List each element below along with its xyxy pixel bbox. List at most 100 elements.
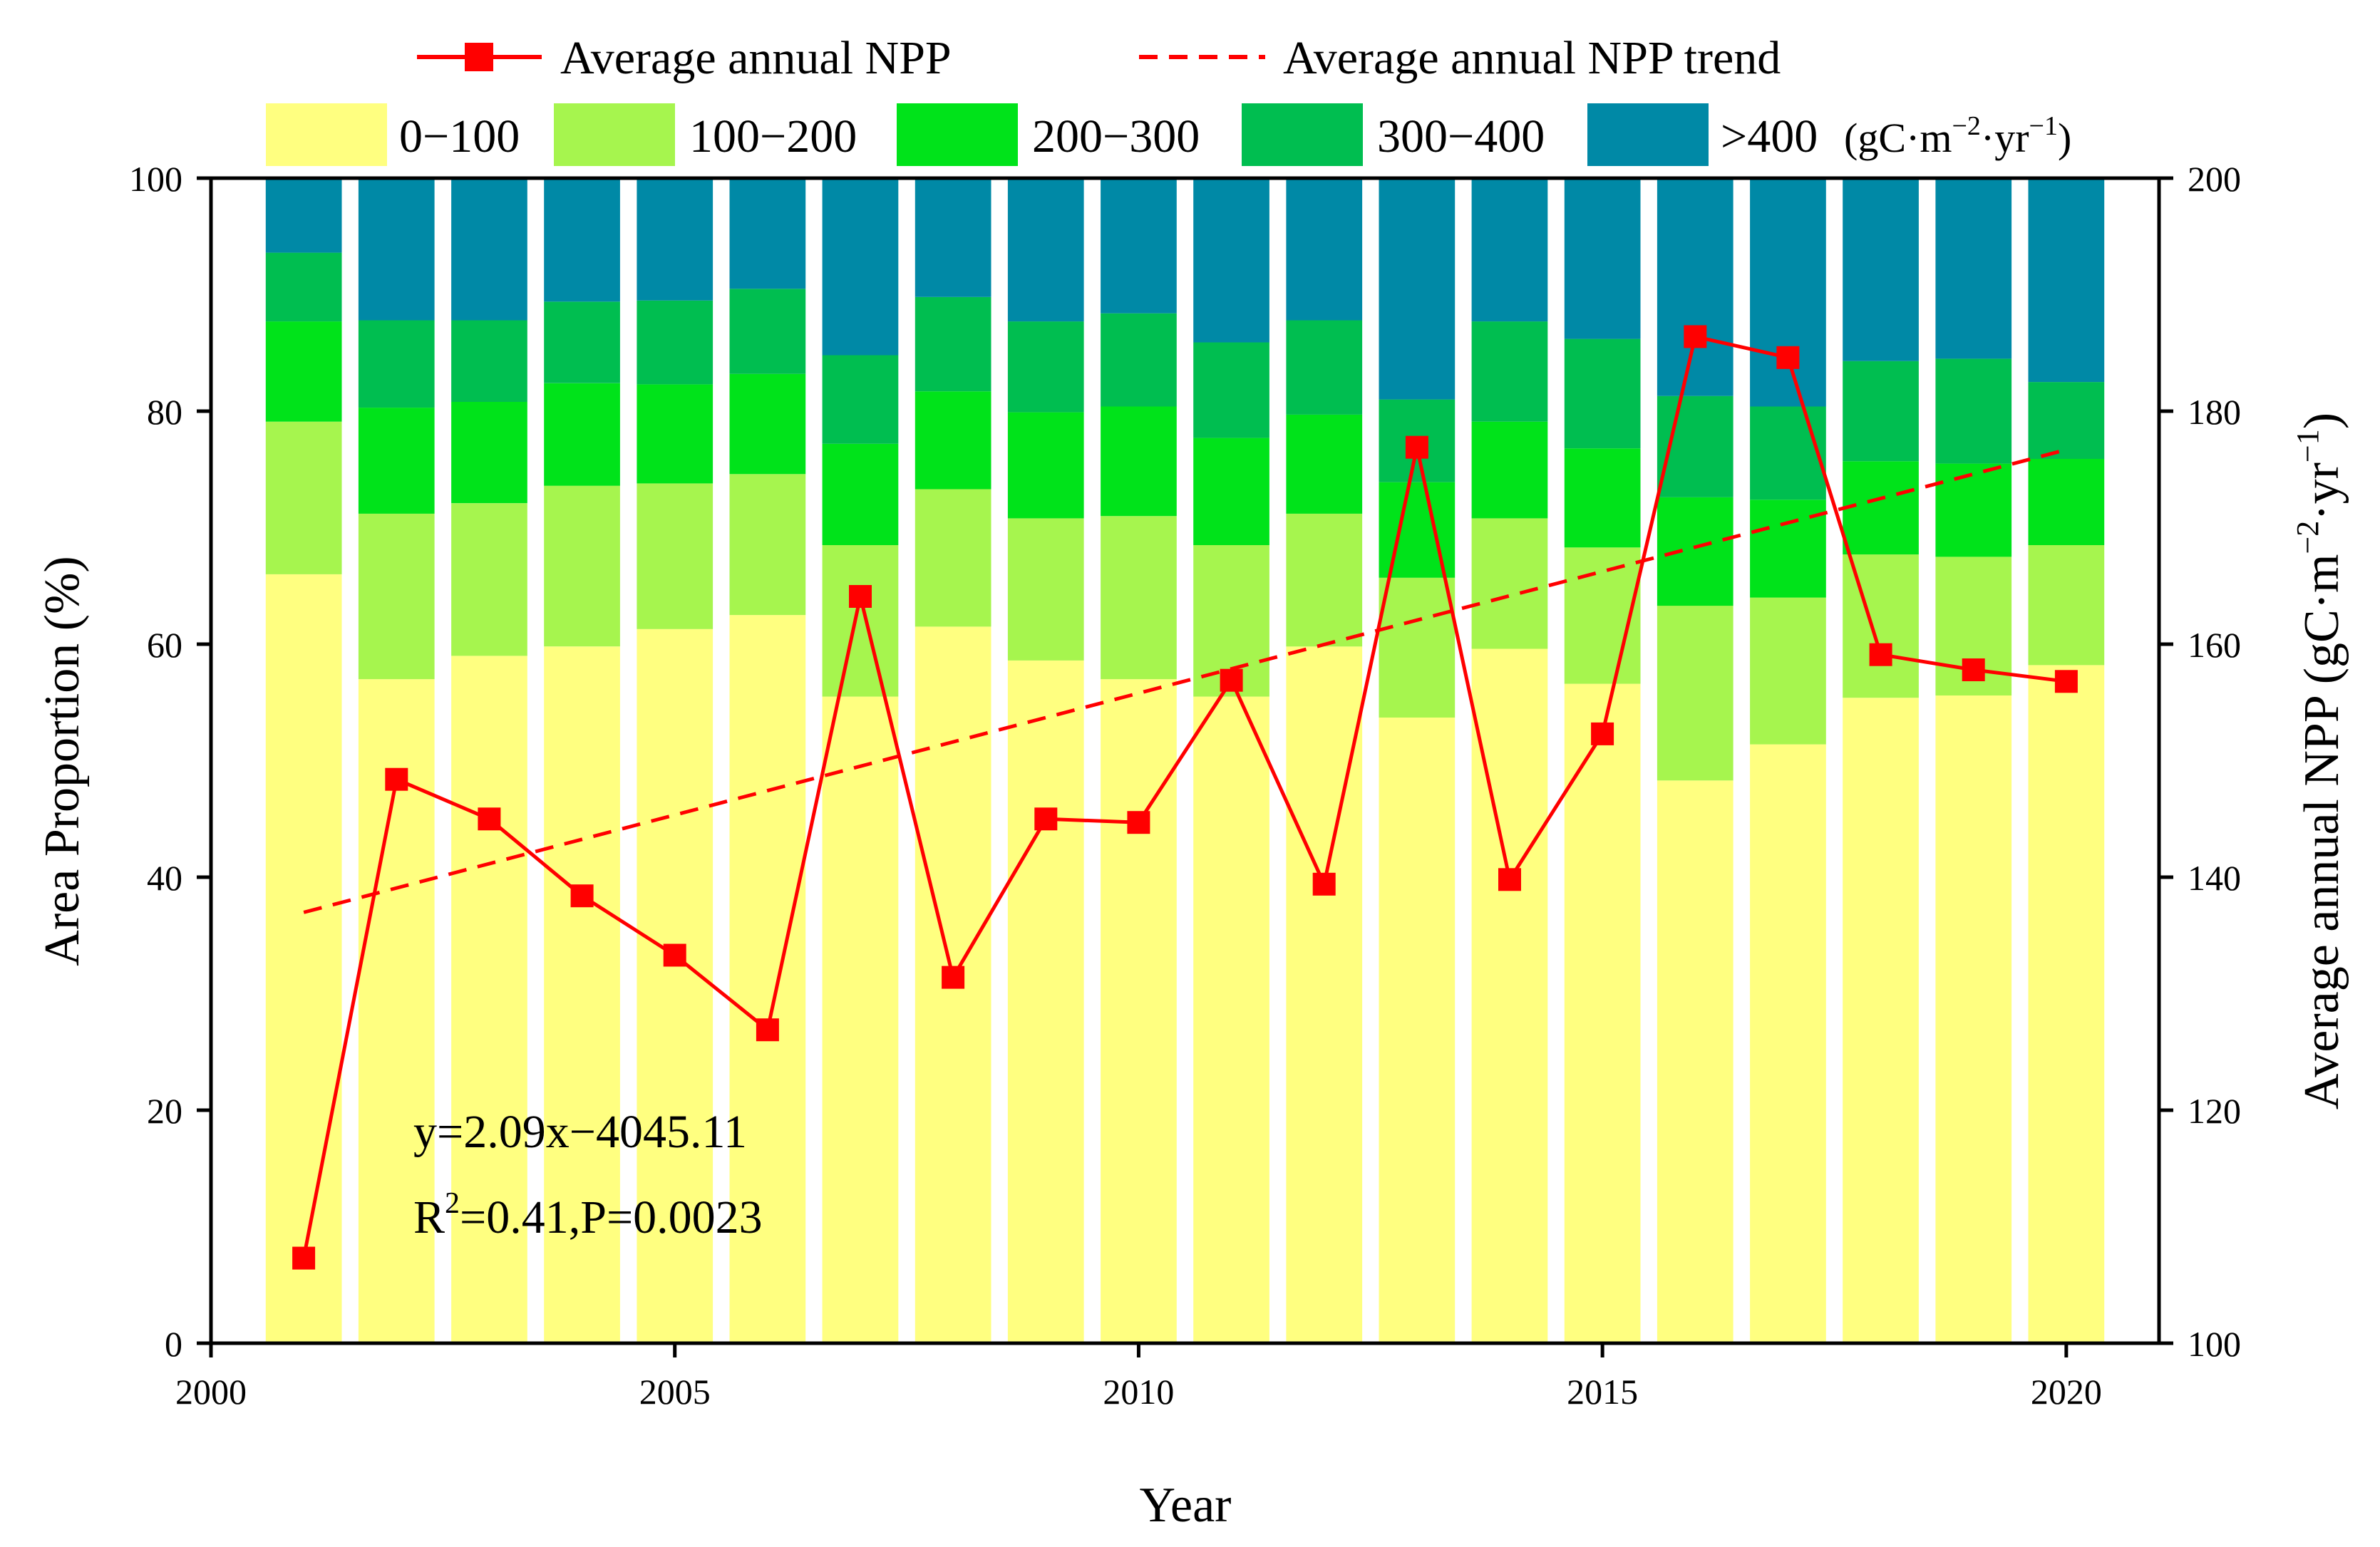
bar-2006-seg-4 (729, 178, 806, 289)
legend-bar-label-1: 100−200 (689, 110, 857, 162)
bar-2003-seg-1 (451, 503, 527, 656)
x-tick-label-2010: 2010 (1103, 1372, 1174, 1412)
npp-point-2018 (1869, 643, 1892, 666)
legend-unit-label: (gC·m−2·yr−1) (1844, 111, 2071, 161)
bar-2010-seg-3 (1101, 313, 1177, 407)
bar-2006-seg-0 (729, 615, 806, 1343)
trend-r2-rest: =0.41,P=0.0023 (460, 1191, 763, 1243)
bar-2004-seg-1 (544, 485, 620, 647)
bar-2019-seg-0 (1935, 695, 2012, 1343)
x-tick-label-2020: 2020 (2031, 1372, 2102, 1412)
bar-2005-seg-2 (637, 384, 714, 484)
npp-point-2019 (1962, 658, 1985, 681)
npp-point-2016 (1684, 325, 1707, 348)
legend-bar-label-0: 0−100 (399, 110, 520, 162)
npp-point-2009 (1034, 807, 1058, 831)
npp-point-2013 (1405, 435, 1428, 459)
legend-bar-label-4: >400 (1721, 110, 1818, 162)
trend-equation: y=2.09x−4045.11 (413, 1106, 747, 1158)
bar-2012-seg-4 (1286, 178, 1363, 321)
bar-2019-seg-4 (1935, 178, 2012, 359)
bar-2016-seg-1 (1657, 606, 1734, 781)
x-axis-title: Year (1140, 1478, 1232, 1533)
y-axis-title-right-unit: gC·m (2294, 554, 2349, 668)
y-left-tick-label-0: 0 (165, 1324, 182, 1364)
bar-2001-seg-3 (265, 252, 342, 322)
bar-2004-seg-2 (544, 383, 620, 486)
y-right-tick-label-160: 160 (2188, 625, 2241, 665)
bar-2010-seg-4 (1101, 178, 1177, 314)
bar-2016-seg-2 (1657, 497, 1734, 606)
bar-2009-seg-0 (1007, 660, 1084, 1343)
x-tick-label-2000: 2000 (175, 1372, 247, 1412)
bar-2015-seg-2 (1564, 448, 1641, 548)
bar-2009-seg-2 (1007, 412, 1084, 519)
y-left-tick-label-80: 80 (147, 392, 182, 432)
bar-2018-seg-4 (1843, 178, 1919, 361)
bar-2017-seg-3 (1750, 406, 1826, 500)
bar-2006-seg-3 (729, 289, 806, 374)
bar-2011-seg-0 (1193, 696, 1269, 1343)
trend-line (303, 447, 2067, 914)
legend-swatch-4 (1587, 103, 1709, 166)
bar-2019-seg-2 (1935, 463, 2012, 557)
npp-point-2006 (756, 1018, 779, 1042)
bar-2020-seg-2 (2028, 459, 2105, 545)
bar-2014-seg-1 (1471, 518, 1548, 649)
bar-2001-seg-2 (265, 321, 342, 422)
bar-2003-seg-3 (451, 320, 527, 402)
bar-2020-seg-0 (2028, 665, 2105, 1343)
npp-point-2003 (478, 807, 501, 831)
bar-2001-seg-0 (265, 574, 342, 1343)
x-tick-label-2005: 2005 (639, 1372, 711, 1412)
bar-2007-seg-3 (822, 355, 899, 444)
npp-point-2001 (292, 1246, 316, 1270)
bar-2015-seg-0 (1564, 683, 1641, 1343)
bar-2009-seg-1 (1007, 518, 1084, 661)
legend-label-trend: Average annual NPP trend (1283, 32, 1781, 84)
npp-markers (292, 325, 2078, 1270)
bar-2017-seg-1 (1750, 597, 1826, 745)
bar-2015-seg-4 (1564, 178, 1641, 339)
legend-swatch-1 (554, 103, 675, 166)
bar-2009-seg-4 (1007, 178, 1084, 322)
y-left-tick-label-100: 100 (129, 159, 182, 199)
bar-2005-seg-0 (637, 628, 714, 1343)
bar-2018-seg-3 (1843, 361, 1919, 462)
bar-2016-seg-4 (1657, 178, 1734, 396)
npp-point-2005 (663, 943, 686, 967)
bar-2004-seg-3 (544, 301, 620, 383)
bar-2009-seg-3 (1007, 321, 1084, 413)
legend: Average annual NPP Average annual NPP tr… (266, 32, 2071, 166)
bar-2010-seg-0 (1101, 679, 1177, 1343)
bar-2005-seg-1 (637, 483, 714, 629)
bar-2017-seg-0 (1750, 744, 1826, 1343)
legend-bar-label-2: 200−300 (1032, 110, 1200, 162)
bar-2011-seg-4 (1193, 178, 1269, 343)
npp-point-2012 (1312, 872, 1336, 896)
bar-2020-seg-1 (2028, 545, 2105, 666)
bar-2001-seg-1 (265, 421, 342, 574)
y-right-tick-label-140: 140 (2188, 858, 2241, 898)
bar-2010-seg-1 (1101, 516, 1177, 680)
y-right-tick-label-180: 180 (2188, 392, 2241, 432)
npp-point-2017 (1776, 346, 1800, 369)
trend-r2-label: R (413, 1191, 445, 1243)
bar-2008-seg-4 (915, 178, 991, 297)
bar-2002-seg-2 (358, 408, 435, 514)
bar-2002-seg-1 (358, 513, 435, 680)
bar-2002-seg-3 (358, 320, 435, 408)
legend-swatch-2 (897, 103, 1018, 166)
bar-2011-seg-3 (1193, 342, 1269, 438)
bar-2013-seg-4 (1379, 178, 1456, 400)
ticks: 2000 2005 2010 2015 202002040608010010012014… (129, 159, 2241, 1412)
bar-2001-seg-4 (265, 178, 342, 253)
npp-point-2010 (1127, 811, 1150, 834)
bar-2007-seg-4 (822, 178, 899, 356)
bar-2020-seg-3 (2028, 382, 2105, 459)
bar-2005-seg-4 (637, 178, 714, 301)
bar-2013-seg-1 (1379, 577, 1456, 718)
y-axis-title-right-exp2: −1 (2290, 429, 2325, 462)
bars (265, 178, 2105, 1343)
